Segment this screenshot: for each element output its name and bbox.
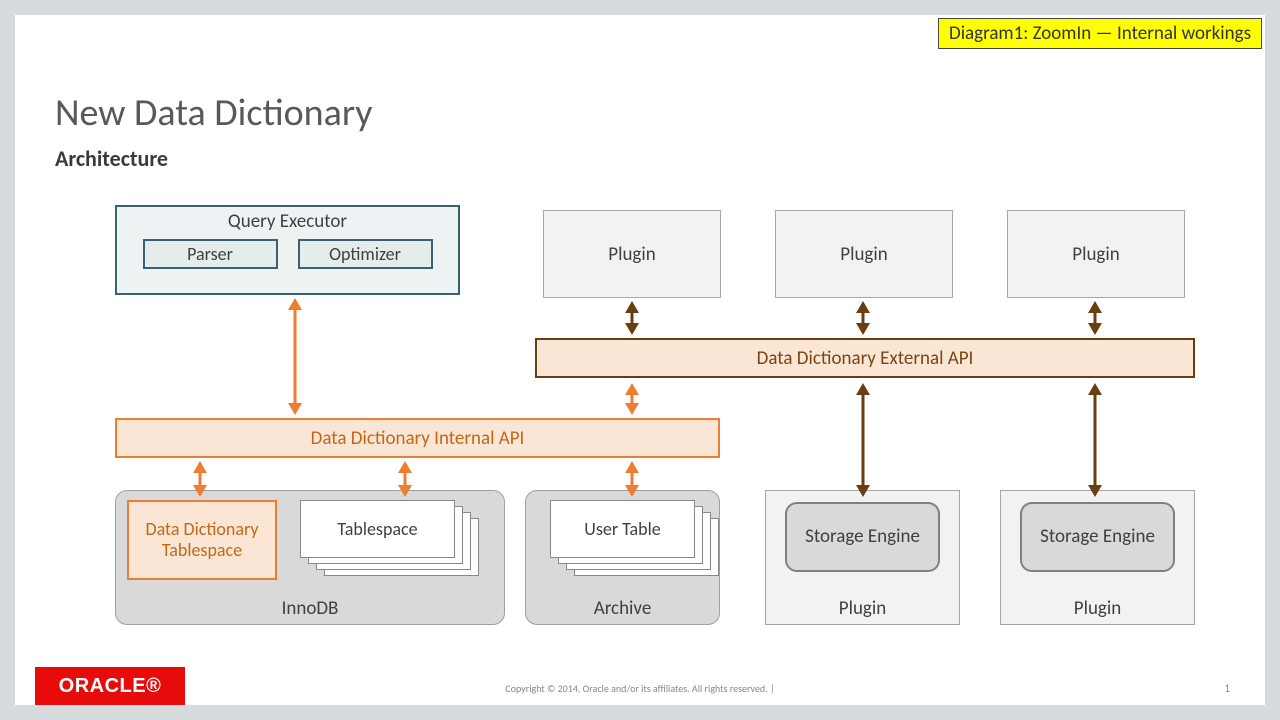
page-number: 1 (1224, 682, 1230, 695)
query-executor-box: Query Executor Parser Optimizer (115, 205, 460, 295)
plugin-bottom-2-label: Plugin (1074, 597, 1121, 620)
tablespace-label: Tablespace (300, 500, 455, 558)
innodb-label: InnoDB (282, 597, 339, 620)
api-internal-bar: Data Dictionary Internal API (115, 418, 720, 458)
plugin-bottom-1-label: Plugin (839, 597, 886, 620)
plugin-top-3: Plugin (1007, 210, 1185, 298)
dd-tablespace-box: Data Dictionary Tablespace (127, 500, 277, 580)
plugin-top-1: Plugin (543, 210, 721, 298)
storage-engine-1: Storage Engine (785, 502, 940, 572)
plugin-top-2: Plugin (775, 210, 953, 298)
copyright-text: Copyright © 2014, Oracle and/or its affi… (15, 682, 1265, 695)
archive-label: Archive (594, 597, 652, 620)
slide: Diagram1: ZoomIn — Internal workings New… (15, 15, 1265, 705)
optimizer-box: Optimizer (298, 239, 433, 269)
parser-box: Parser (143, 239, 278, 269)
api-external-bar: Data Dictionary External API (535, 338, 1195, 378)
diagram-canvas: Query Executor Parser Optimizer Plugin P… (15, 15, 1265, 705)
usertable-label: User Table (550, 500, 695, 558)
query-executor-label: Query Executor (228, 210, 347, 233)
storage-engine-2: Storage Engine (1020, 502, 1175, 572)
